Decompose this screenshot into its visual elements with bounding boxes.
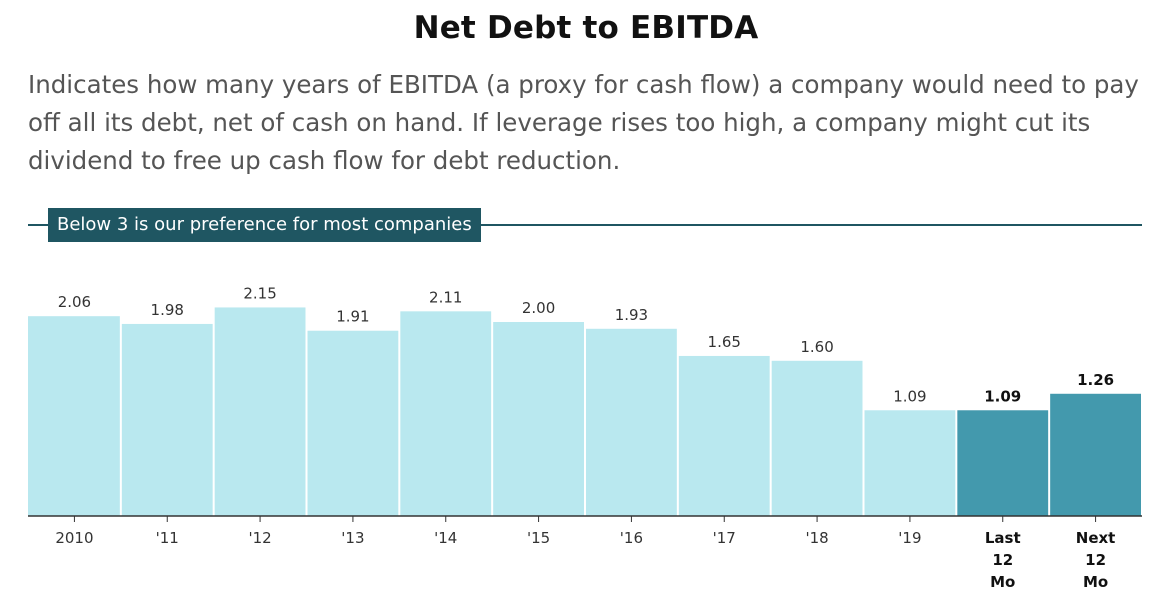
data-label-9: 1.09 [893,387,926,405]
tick-label-1: '11 [156,529,179,547]
data-label-6: 1.93 [615,306,648,324]
tick-label-7: '17 [713,529,736,547]
bar-9 [864,410,956,516]
bar-8 [771,360,863,516]
bar-0 [28,316,120,516]
bar-3 [307,330,399,516]
chart-title: Net Debt to EBITDA [413,10,759,46]
bar-10 [957,410,1049,516]
reference-line [28,224,1142,226]
data-label-7: 1.65 [708,333,741,351]
data-label-4: 2.11 [429,288,462,306]
tick-label-2: '12 [248,529,271,547]
bar-11 [1050,393,1141,516]
tick-label-8: '18 [805,529,828,547]
data-label-1: 1.98 [151,301,184,319]
bar-6 [586,328,677,516]
data-label-5: 2.00 [522,299,555,317]
bar-2 [214,307,306,516]
data-label-3: 1.91 [336,308,369,326]
tick-label-11: Next 12 Mo [1076,529,1116,591]
tick-label-4: '14 [434,529,457,547]
tick-label-0: 2010 [55,529,93,547]
bar-1 [121,323,213,516]
data-label-2: 2.15 [243,284,276,302]
reference-label: Below 3 is our preference for most compa… [48,208,481,242]
data-label-0: 2.06 [58,293,91,311]
chart-subtitle: Indicates how many years of EBITDA (a pr… [28,70,1139,175]
bar-7 [678,355,770,516]
tick-label-5: '15 [527,529,550,547]
tick-label-10: Last 12 Mo [985,529,1021,591]
tick-label-9: '19 [898,529,921,547]
data-label-8: 1.60 [800,338,833,356]
data-label-10: 1.09 [984,387,1021,405]
bar-5 [493,322,584,516]
data-label-11: 1.26 [1077,371,1114,389]
bar-4 [400,311,492,516]
tick-label-3: '13 [341,529,364,547]
tick-label-6: '16 [620,529,643,547]
